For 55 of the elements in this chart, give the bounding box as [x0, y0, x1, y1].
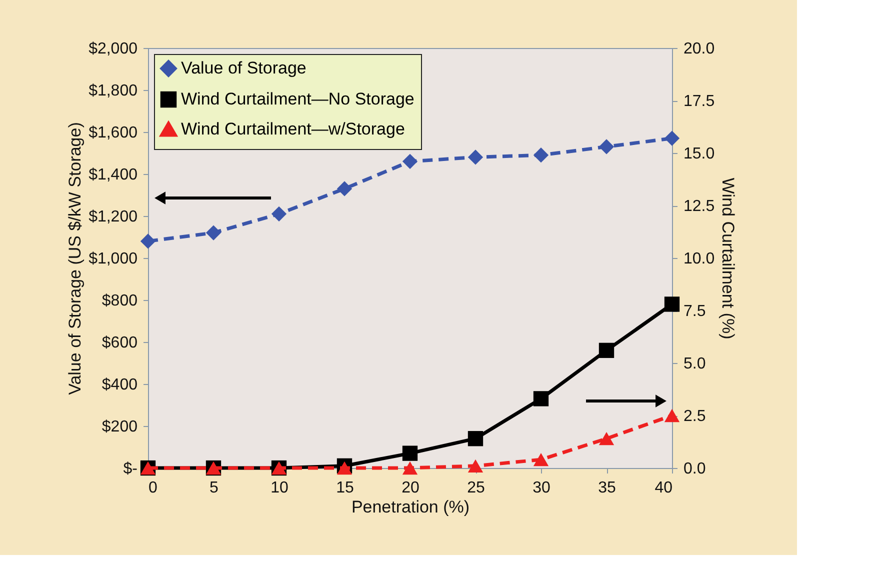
- point: [468, 459, 484, 472]
- x-tick-label: 10: [270, 480, 288, 496]
- point: [402, 461, 418, 475]
- y-axis-title: Value of Storage (US $/kW Storage): [66, 122, 85, 395]
- y2-axis-title: Wind Curtailment (%): [718, 178, 738, 340]
- x-axis-title: Penetration (%): [351, 498, 470, 516]
- x-tick-label: 20: [402, 480, 420, 496]
- point: [598, 432, 614, 446]
- point: [664, 130, 680, 146]
- y-tick-label: $1,200: [88, 208, 138, 226]
- point: [533, 453, 549, 466]
- y2-tick-label: 20.0: [684, 40, 715, 58]
- x-tick-label: 25: [467, 480, 485, 496]
- x-tick-label: 0: [148, 480, 158, 496]
- y2-tick-label: 12.5: [684, 198, 715, 215]
- point: [336, 461, 352, 475]
- y-tick-label: $1,400: [88, 166, 138, 184]
- point: [533, 148, 549, 163]
- y-tick-label: $1,800: [88, 82, 138, 100]
- y2-tick-label: 2.5: [684, 408, 706, 425]
- y2-tick-label: 7.5: [684, 303, 706, 320]
- point: [664, 408, 680, 422]
- legend-label: Wind Curtailment—No Storage: [181, 90, 414, 108]
- point: [402, 446, 418, 461]
- point: [402, 154, 418, 169]
- point: [468, 150, 484, 165]
- y-tick-label: $2,000: [88, 40, 138, 58]
- x-tick-label: 35: [598, 480, 616, 496]
- point: [271, 206, 287, 222]
- x-tick-label: 40: [654, 480, 673, 496]
- y-tick-label: $1,600: [88, 124, 138, 142]
- y-tick-label: $600: [102, 334, 138, 352]
- y2-tick-label: 10.0: [684, 250, 715, 268]
- y2-tick-label: 0.0: [684, 460, 706, 478]
- point: [206, 225, 222, 240]
- point: [598, 139, 614, 154]
- y-tick-label: $800: [102, 292, 138, 310]
- point: [598, 342, 614, 358]
- y-tick-label: $-: [123, 460, 138, 478]
- x-tick-label: 30: [532, 480, 550, 496]
- y2-tick-label: 5.0: [684, 356, 706, 372]
- y-tick-label: $1,000: [88, 250, 138, 268]
- y2-tick-label: 15.0: [684, 146, 715, 162]
- legend-label: Wind Curtailment—w/Storage: [181, 120, 405, 138]
- y-tick-label: $400: [102, 376, 138, 394]
- x-tick-label: 5: [210, 480, 219, 496]
- point: [336, 181, 352, 196]
- point: [140, 234, 156, 249]
- y-tick-label: $200: [102, 418, 138, 436]
- y2-tick-label: 17.5: [684, 93, 715, 110]
- x-tick-label: 15: [336, 480, 354, 496]
- point: [533, 391, 549, 406]
- legend-label: Value of Storage: [181, 58, 306, 78]
- point: [664, 296, 680, 312]
- point: [468, 431, 484, 446]
